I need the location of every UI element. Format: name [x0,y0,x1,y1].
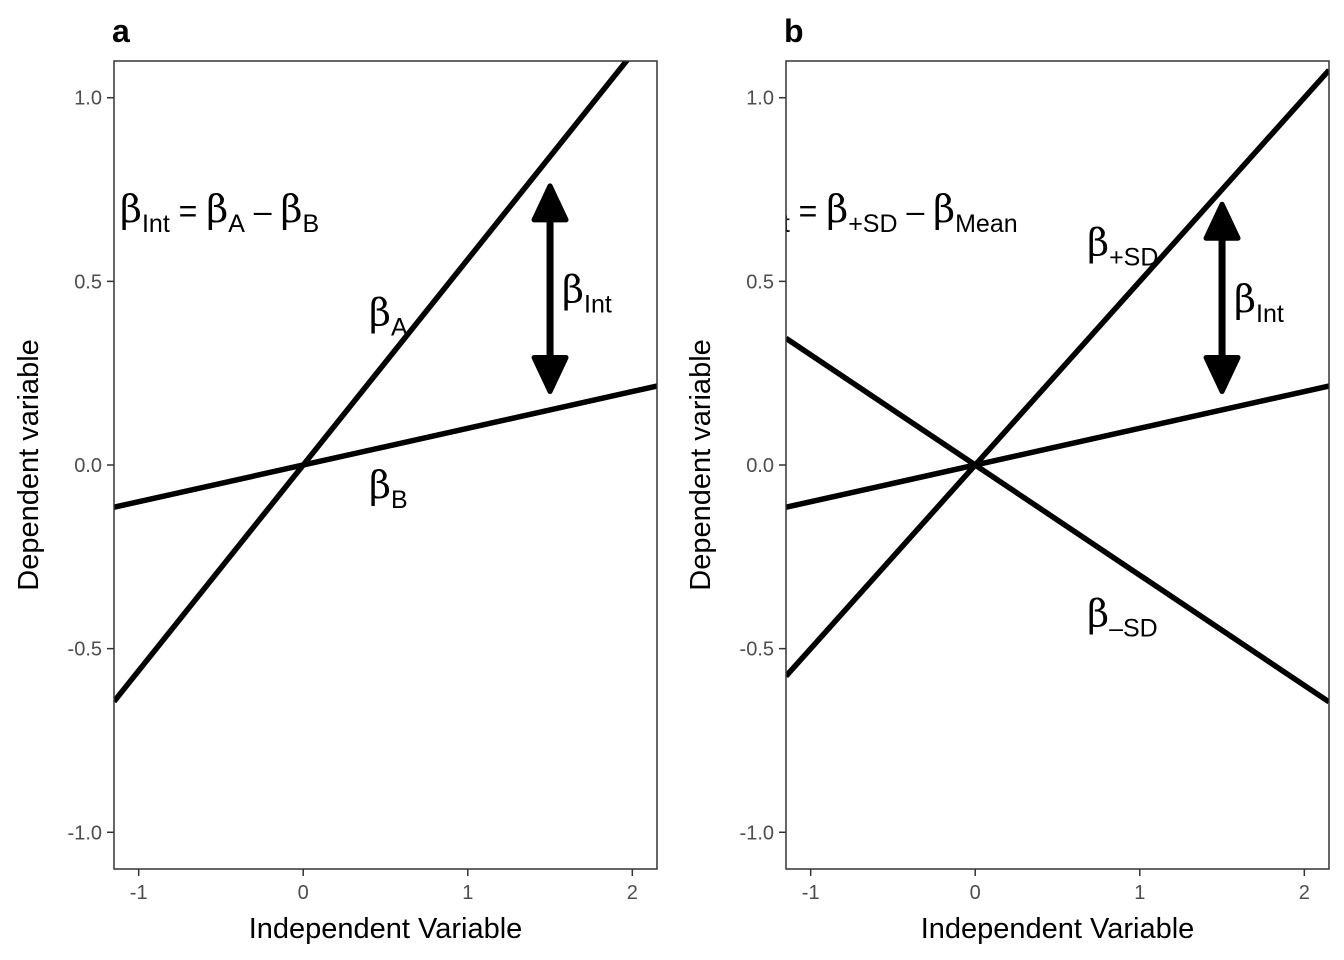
panel-b-arrow-head-top [1203,201,1241,241]
panel-b-series-line-0 [786,68,1329,679]
panel-b-frame [785,60,1330,870]
panel-a-y-tick-label-1: -0.5 [68,639,102,661]
panel-b-y-tick-label-3: 0.5 [746,271,774,293]
panel-b-annotations: βInt = β+SD – βMean β+SD β–SD βInt [740,187,1284,643]
panel-a-x-axis-title: Independent Variable [249,913,523,945]
panel-b-arrow-head-bottom [1203,355,1241,395]
panel-a-series-line-0 [114,61,630,704]
panel-b-series-line-2 [786,336,1329,705]
panel-a-x-tick-label-0: -1 [130,882,148,904]
panel-a-annotations: βInt = βA – βB βA βB βInt [120,183,612,514]
panel-b-y-axis-title: Dependent variable [685,339,717,591]
panel-a-ticks: -1 0 1 2 -1.0 -0.5 0.0 0.5 1.0 [68,88,638,904]
panel-a-arrow-head-bottom [531,355,569,395]
panel-a-arrow-head-top [531,183,569,223]
panel-b-plot-area [786,68,1329,705]
panel-a-line-label-1: βB [369,463,408,514]
panel-a-y-tick-label-4: 1.0 [74,88,102,110]
panel-b-y-tick-label-2: 0.0 [746,455,774,477]
panel-a-x-tick-label-3: 2 [627,882,638,904]
panel-b-y-tick-label-4: 1.0 [746,88,774,110]
panel-b-y-tick-label-1: -0.5 [740,639,774,661]
panel-a-x-tick-label-2: 1 [462,882,473,904]
panel-a-tag: a [112,13,130,49]
panel-b-y-tick-label-0: -1.0 [740,822,774,844]
panel-a-y-tick-label-3: 0.5 [74,271,102,293]
panel-a-line-label-0: βA [369,290,408,341]
panel-b-x-tick-label-0: -1 [802,882,820,904]
panel-b-series-line-1 [786,383,1329,510]
panel-a-y-tick-label-2: 0.0 [74,455,102,477]
panel-a-y-axis-title: Dependent variable [13,339,45,591]
panel-a-formula-label: βInt = βA – βB [120,187,319,238]
panel-a-x-tick-label-1: 0 [298,882,309,904]
panel-a-y-tick-label-0: -1.0 [68,822,102,844]
panel-b-ticks: -1 0 1 2 -1.0 -0.5 0.0 0.5 1.0 [740,88,1310,904]
panel-b-formula-label: βInt = β+SD – βMean [740,187,1018,238]
panel-b-x-tick-label-2: 1 [1134,882,1145,904]
panel-b-arrow-label: βInt [1234,277,1284,328]
panel-a-arrow-label: βInt [562,268,612,319]
panel-a-plot-area [114,61,657,704]
panel-b-x-axis-title: Independent Variable [921,913,1195,945]
panel-a-series-line-1 [114,383,657,510]
panel-b-line-label-1: β–SD [1087,592,1158,643]
panel-b-tag: b [784,13,804,49]
panel-b-line-label-0: β+SD [1087,221,1158,272]
panel-a: a βInt = βA – βB βA βB βInt -1 0 1 2 -1.0 -0.5 0.… [13,13,658,945]
panel-b-x-tick-label-3: 2 [1299,882,1310,904]
panel-b-x-tick-label-1: 0 [970,882,981,904]
